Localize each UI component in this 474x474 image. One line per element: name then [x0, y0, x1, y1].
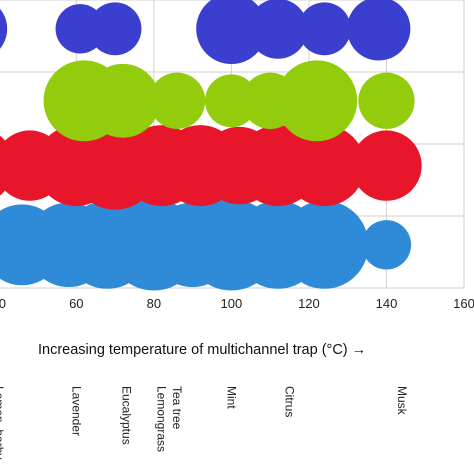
bubble-series-3-point-2 [88, 2, 142, 56]
bubble-series-3-point-6 [347, 0, 411, 61]
bubble-series-3-point-5 [298, 2, 351, 56]
category-label-4: Tea tree [170, 386, 184, 430]
category-label-0: Lemon, herby [0, 386, 6, 459]
x-tick-label-4: 120 [298, 296, 320, 311]
category-label-5: Mint [224, 386, 238, 409]
category-label-6: Citrus [283, 386, 297, 417]
bubble-series-3-point-0 [0, 8, 8, 49]
bubble-series-3-point-4 [247, 0, 308, 59]
x-tick-label-6: 160 [453, 296, 474, 311]
bubble-series-1-point-8 [283, 125, 365, 207]
bubble-layer [0, 0, 422, 291]
bubble-series-2-point-6 [276, 60, 358, 142]
bubble-series-2-point-2 [85, 63, 160, 138]
x-tick-label-3: 100 [221, 296, 243, 311]
bubble-series-1-point-9 [351, 130, 422, 201]
bubble-series-3-point-3 [196, 0, 267, 64]
category-label-7: Musk [395, 386, 409, 416]
category-label-3: Lemongrass [155, 386, 169, 452]
category-label-2: Eucalyptus [120, 386, 134, 445]
bubble-series-2-point-3 [148, 72, 206, 129]
category-label-1: Lavender [69, 386, 83, 436]
bubble-series-2-point-4 [204, 74, 258, 128]
bubble-series-0-point-8 [280, 200, 369, 289]
x-tick-label-2: 80 [147, 296, 161, 311]
x-tick-labels: 40 60 80 100 120 140 160 [0, 296, 474, 311]
bubble-series-0-point-9 [361, 220, 412, 270]
x-tick-label-1: 60 [69, 296, 83, 311]
x-tick-label-0: 40 [0, 296, 6, 311]
category-labels: Lemon, herby Lavender Eucalyptus Lemongrass… [0, 386, 409, 459]
x-axis-title: Increasing temperature of multichannel t… [38, 342, 366, 358]
bubble-series-2-point-7 [358, 72, 415, 129]
x-tick-label-5: 140 [376, 296, 398, 311]
